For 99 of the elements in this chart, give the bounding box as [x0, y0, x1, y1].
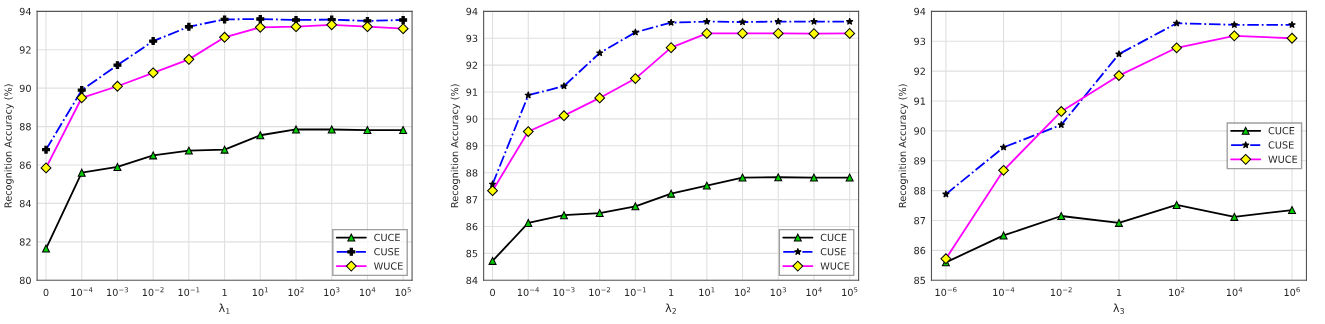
point [702, 181, 711, 190]
point [809, 173, 818, 182]
y-tick-label: 89 [914, 157, 926, 165]
point [667, 189, 676, 198]
y-tick-label: 84 [466, 276, 478, 285]
x-tick-label: 10$^{−1}$ [625, 287, 646, 297]
point [524, 218, 533, 227]
x-tick-label: 10$^{1}$ [699, 287, 715, 297]
y-tick-label: 93 [466, 34, 478, 43]
y-tick-label: 94 [466, 7, 478, 16]
point [42, 244, 51, 253]
y-tick-label: 87 [466, 196, 478, 204]
legend-label: CUCE [1268, 127, 1295, 135]
legend-label: CUSE [1268, 141, 1294, 149]
x-tick-label: 10$^{4}$ [1226, 287, 1243, 297]
y-tick-label: 88 [466, 169, 478, 177]
point [595, 209, 604, 218]
x-tick-label: 10$^{6}$ [1284, 287, 1300, 297]
point [220, 145, 229, 154]
legend-label: WUCE [1268, 155, 1298, 163]
y-axis-title: Recognition Accuracy (%) [898, 84, 908, 208]
point [1057, 212, 1066, 221]
point [113, 162, 122, 171]
x-tick-label: 10$^{2}$ [1169, 287, 1185, 297]
x-tick-label: 1 [1116, 288, 1122, 296]
y-tick-label: 91 [914, 97, 926, 105]
x-tick-label: 10$^{−4}$ [71, 287, 93, 297]
x-tick-label: 10$^{5}$ [842, 287, 858, 297]
y-tick-label: 82 [19, 238, 31, 246]
point [1288, 206, 1297, 215]
y-axis-title: Recognition Accuracy (%) [450, 84, 461, 208]
x-tick-label: 10$^{−4}$ [993, 287, 1015, 297]
legend-label: WUCE [373, 262, 403, 270]
x-tick-label: 10$^{2}$ [735, 287, 751, 297]
legend-label: CUSE [374, 248, 400, 256]
legend-label: CUCE [820, 233, 847, 242]
legend-label: WUCE [820, 262, 850, 270]
x-tick-label: 1 [222, 288, 227, 296]
y-tick-label: 85 [914, 276, 926, 285]
y-tick-label: 92 [19, 46, 31, 54]
point [149, 151, 158, 160]
y-tick-label: 93 [914, 37, 926, 46]
y-tick-label: 80 [19, 276, 31, 285]
point [845, 173, 854, 182]
y-tick-label: 92 [466, 61, 478, 69]
x-tick-label: 10$^{3}$ [770, 287, 786, 297]
x-axis-title: λ$_{3}$ [1113, 303, 1124, 314]
x-tick-label: 10$^{−2}$ [589, 287, 611, 297]
x-tick-label: 10$^{−2}$ [142, 287, 164, 297]
y-tick-label: 90 [19, 84, 31, 93]
y-tick-label: 92 [914, 67, 925, 75]
point [631, 202, 640, 211]
y-tick-label: 88 [914, 187, 926, 195]
y-axis-title: Recognition Accuracy (%) [4, 84, 14, 208]
y-tick-label: 94 [19, 7, 31, 16]
point [559, 211, 568, 220]
x-tick-label: 10$^{4}$ [806, 287, 822, 297]
point [77, 168, 86, 177]
point [1114, 218, 1123, 227]
x-tick-label: 10$^{−1}$ [178, 287, 200, 297]
y-tick-label: 90 [466, 115, 478, 123]
y-tick-label: 91 [466, 88, 478, 96]
point [488, 256, 497, 265]
x-tick-label: 10$^{4}$ [359, 287, 376, 297]
point [327, 125, 336, 134]
y-tick-label: 89 [466, 142, 478, 150]
legend-label: CUCE [374, 233, 400, 242]
point [1172, 200, 1181, 209]
x-tick-label: 10$^{3}$ [324, 287, 340, 297]
x-tick-label: 10$^{−2}$ [1050, 287, 1072, 297]
y-tick-label: 84 [19, 199, 31, 208]
x-tick-label: 10$^{−3}$ [553, 287, 575, 297]
y-tick-label: 94 [914, 7, 926, 16]
point [774, 173, 783, 182]
point [1230, 212, 1239, 221]
point [256, 131, 265, 140]
x-tick-label: 1 [669, 288, 674, 296]
x-tick-label: 0 [43, 288, 49, 297]
x-tick-label: 10$^{−4}$ [517, 287, 539, 297]
x-tick-label: 10$^{2}$ [288, 287, 304, 297]
x-axis-title: λ$_{2}$ [665, 303, 676, 314]
y-tick-label: 90 [914, 127, 926, 135]
y-tick-label: 86 [466, 222, 478, 231]
legend-label: CUSE [820, 248, 846, 256]
y-tick-label: 87 [914, 216, 926, 225]
y-tick-label: 86 [914, 246, 926, 255]
x-tick-label: 10$^{1}$ [252, 287, 268, 297]
point [184, 146, 193, 155]
x-tick-label: 0 [490, 288, 495, 297]
x-tick-label: 10$^{−6}$ [935, 287, 957, 297]
y-tick-label: 86 [19, 161, 31, 169]
y-tick-label: 88 [19, 123, 31, 131]
point [738, 173, 747, 182]
x-axis-title: λ$_{1}$ [218, 303, 230, 314]
point [399, 126, 408, 135]
x-tick-label: 10$^{5}$ [395, 287, 411, 297]
y-tick-label: 85 [466, 249, 478, 258]
point [363, 126, 372, 135]
x-tick-label: 10$^{−3}$ [107, 287, 128, 297]
